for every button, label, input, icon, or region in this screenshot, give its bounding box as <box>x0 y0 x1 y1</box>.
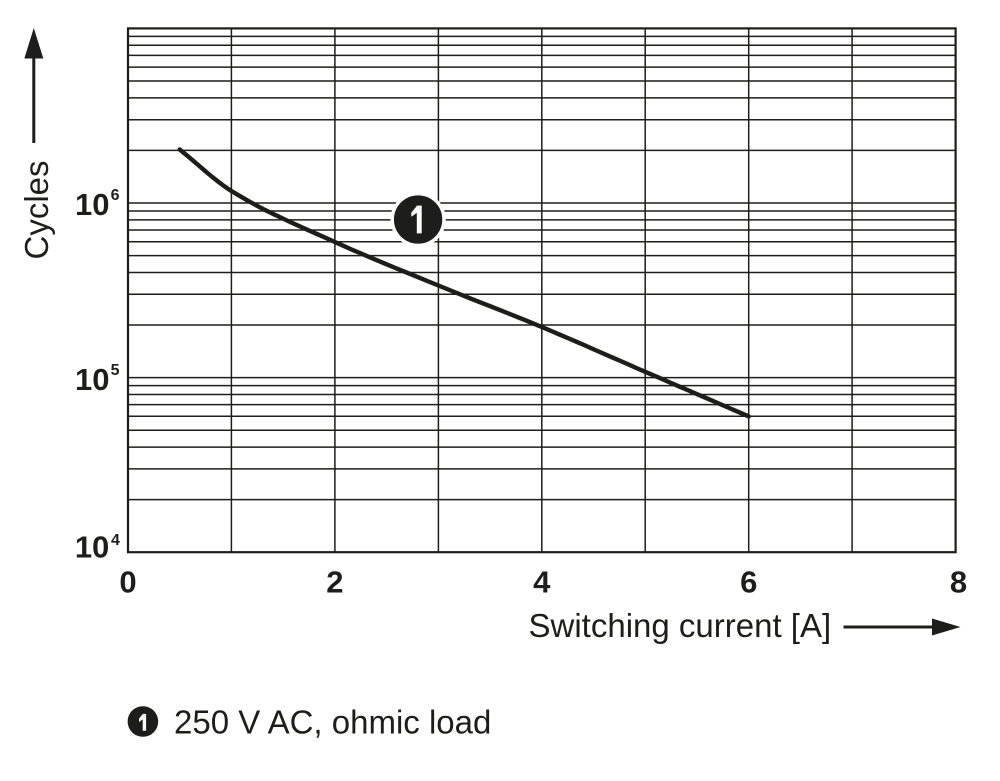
svg-text:250 V AC, ohmic load: 250 V AC, ohmic load <box>174 704 491 741</box>
svg-text:5: 5 <box>111 362 120 379</box>
svg-text:2: 2 <box>326 564 343 599</box>
svg-text:0: 0 <box>119 564 136 599</box>
svg-text:6: 6 <box>111 187 120 204</box>
svg-text:Switching current [A]: Switching current [A] <box>529 607 832 644</box>
svg-text:8: 8 <box>950 564 967 599</box>
svg-text:4: 4 <box>111 532 120 549</box>
svg-text:4: 4 <box>533 564 551 599</box>
svg-text:10: 10 <box>75 530 109 565</box>
svg-text:Cycles: Cycles <box>18 160 55 259</box>
svg-text:10: 10 <box>75 187 109 222</box>
svg-text:6: 6 <box>740 564 757 599</box>
svg-text:10: 10 <box>75 362 109 397</box>
